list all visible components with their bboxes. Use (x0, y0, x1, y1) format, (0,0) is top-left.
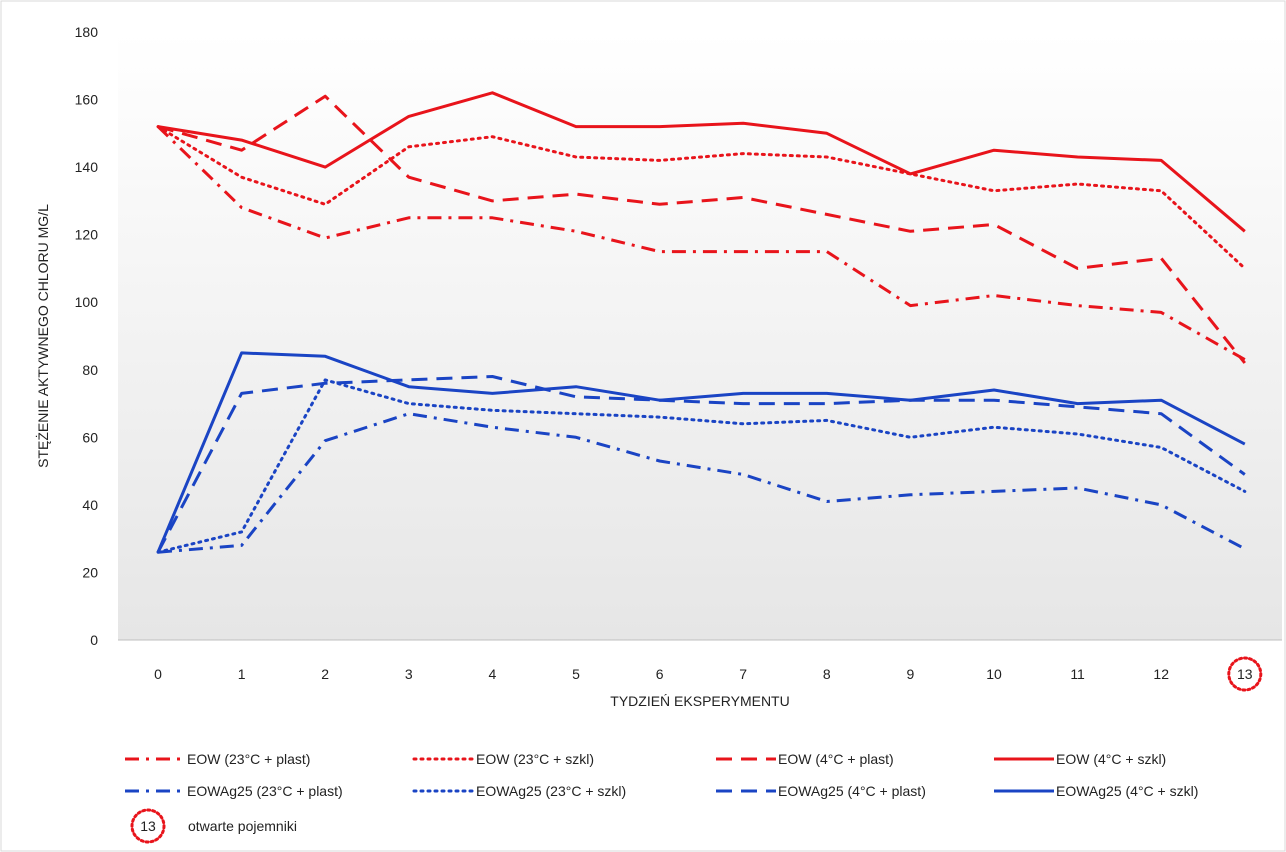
x-tick-label: 4 (489, 666, 497, 682)
legend-label: EOWAg25 (23°C + plast) (187, 783, 343, 799)
legend-label: EOWAg25 (23°C + szkl) (476, 783, 626, 799)
y-axis-ticks: 0 20 40 60 80 100 120 140 160 180 (75, 24, 99, 648)
series-line-2 (156, 125, 1247, 270)
y-tick-label: 100 (75, 294, 99, 310)
series-line-8 (156, 351, 1246, 553)
y-tick-label: 140 (75, 159, 99, 175)
x-tick-label: 8 (823, 666, 831, 682)
legend-label: EOWAg25 (4°C + plast) (778, 783, 926, 799)
highlight-circle-icon (1227, 656, 1263, 692)
x-tick-label: 13 (1237, 666, 1253, 682)
y-tick-label: 0 (90, 632, 98, 648)
y-tick-label: 40 (82, 497, 98, 513)
x-tick-label: 11 (1070, 666, 1085, 682)
y-tick-label: 80 (82, 362, 98, 378)
series-line-3 (157, 94, 1246, 364)
x-tick-label: 0 (154, 666, 162, 682)
y-tick-label: 60 (82, 429, 98, 445)
series-line-1 (156, 125, 1246, 361)
x-tick-label: 1 (238, 666, 246, 682)
series-line-7 (156, 375, 1246, 553)
series-line-4 (157, 91, 1246, 233)
legend-label: EOW (23°C + szkl) (476, 751, 594, 767)
legend: EOW (23°C + plast) EOW (23°C + szkl) EOW (… (125, 751, 1198, 799)
x-tick-label: 10 (986, 666, 1002, 682)
open-container-marker-icon (130, 808, 166, 844)
y-tick-label: 120 (75, 227, 99, 243)
y-tick-label: 160 (75, 92, 99, 108)
x-axis-title: TYDZIEŃ EKSPERYMENTU (610, 693, 789, 709)
series-layer (156, 91, 1247, 554)
y-tick-label: 180 (75, 24, 99, 40)
x-tick-label: 9 (907, 666, 915, 682)
x-tick-label: 3 (405, 666, 413, 682)
x-tick-label: 7 (739, 666, 747, 682)
x-tick-label: 5 (572, 666, 580, 682)
plot-area (118, 32, 1282, 640)
annotation: 13 otwarte pojemniki (130, 808, 297, 844)
series-line-5 (157, 412, 1246, 554)
y-tick-label: 20 (82, 564, 98, 580)
legend-label: EOW (23°C + plast) (187, 751, 310, 767)
x-axis-ticks: 0 1 2 3 4 5 6 7 8 9 10 11 12 13 (154, 656, 1263, 692)
annotation-text: otwarte pojemniki (188, 818, 297, 834)
legend-label: EOWAg25 (4°C + szkl) (1056, 783, 1198, 799)
x-tick-label: 12 (1153, 666, 1169, 682)
x-tick-label: 6 (656, 666, 664, 682)
annotation-marker-label: 13 (140, 818, 156, 834)
y-axis-title: STĘŻENIE AKTYWNEGO CHLORU MG/L (34, 204, 51, 468)
legend-label: EOW (4°C + szkl) (1056, 751, 1166, 767)
x-tick-label: 2 (321, 666, 329, 682)
legend-label: EOW (4°C + plast) (778, 751, 894, 767)
